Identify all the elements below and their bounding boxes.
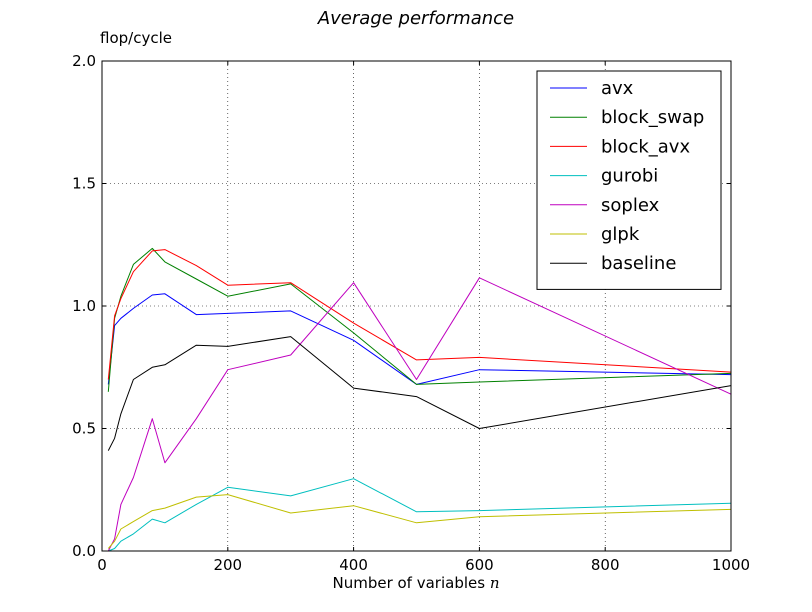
y-tick-label: 1.5 bbox=[72, 175, 96, 193]
legend-entry-label: avx bbox=[601, 78, 634, 99]
y-tick-label: 0.0 bbox=[72, 542, 96, 560]
x-tick-label: 0 bbox=[97, 556, 107, 574]
legend-entry-label: gurobi bbox=[601, 166, 658, 187]
x-tick-label: 400 bbox=[339, 556, 368, 574]
chart-title: Average performance bbox=[317, 8, 514, 29]
legend-entry-label: soplex bbox=[601, 195, 660, 216]
series-line-block-swap bbox=[107, 247, 732, 392]
x-tick-label: 800 bbox=[591, 556, 620, 574]
y-tick-label: 0.5 bbox=[72, 420, 96, 438]
legend-entry-label: baseline bbox=[601, 253, 676, 274]
series-line-soplex bbox=[107, 277, 732, 552]
x-tick-label: 600 bbox=[465, 556, 494, 574]
x-axis-label-variable: n bbox=[490, 574, 500, 592]
axis-ticks: 0 200 400 600 800 1000 0.0 0.5 1.0 1.5 2.0 bbox=[72, 52, 750, 574]
y-axis-label: flop/cycle bbox=[100, 29, 172, 47]
x-axis-label: Number of variables n bbox=[332, 574, 499, 592]
x-tick-label: 1000 bbox=[712, 556, 750, 574]
legend-entry-label: block_swap bbox=[601, 107, 704, 128]
legend-box bbox=[536, 70, 722, 290]
legend-entry-label: block_avx bbox=[601, 136, 690, 157]
series-line-baseline bbox=[107, 336, 732, 451]
grid-lines bbox=[102, 61, 731, 551]
y-tick-label: 2.0 bbox=[72, 52, 96, 70]
x-tick-label: 200 bbox=[213, 556, 242, 574]
series-line-glpk bbox=[107, 494, 732, 549]
x-axis-label-text: Number of variables bbox=[332, 574, 485, 592]
series-lines bbox=[107, 247, 732, 552]
legend-entry-label: glpk bbox=[601, 224, 640, 245]
series-line-block-avx bbox=[107, 249, 732, 380]
series-line-gurobi bbox=[108, 478, 732, 552]
y-tick-label: 1.0 bbox=[72, 297, 96, 315]
